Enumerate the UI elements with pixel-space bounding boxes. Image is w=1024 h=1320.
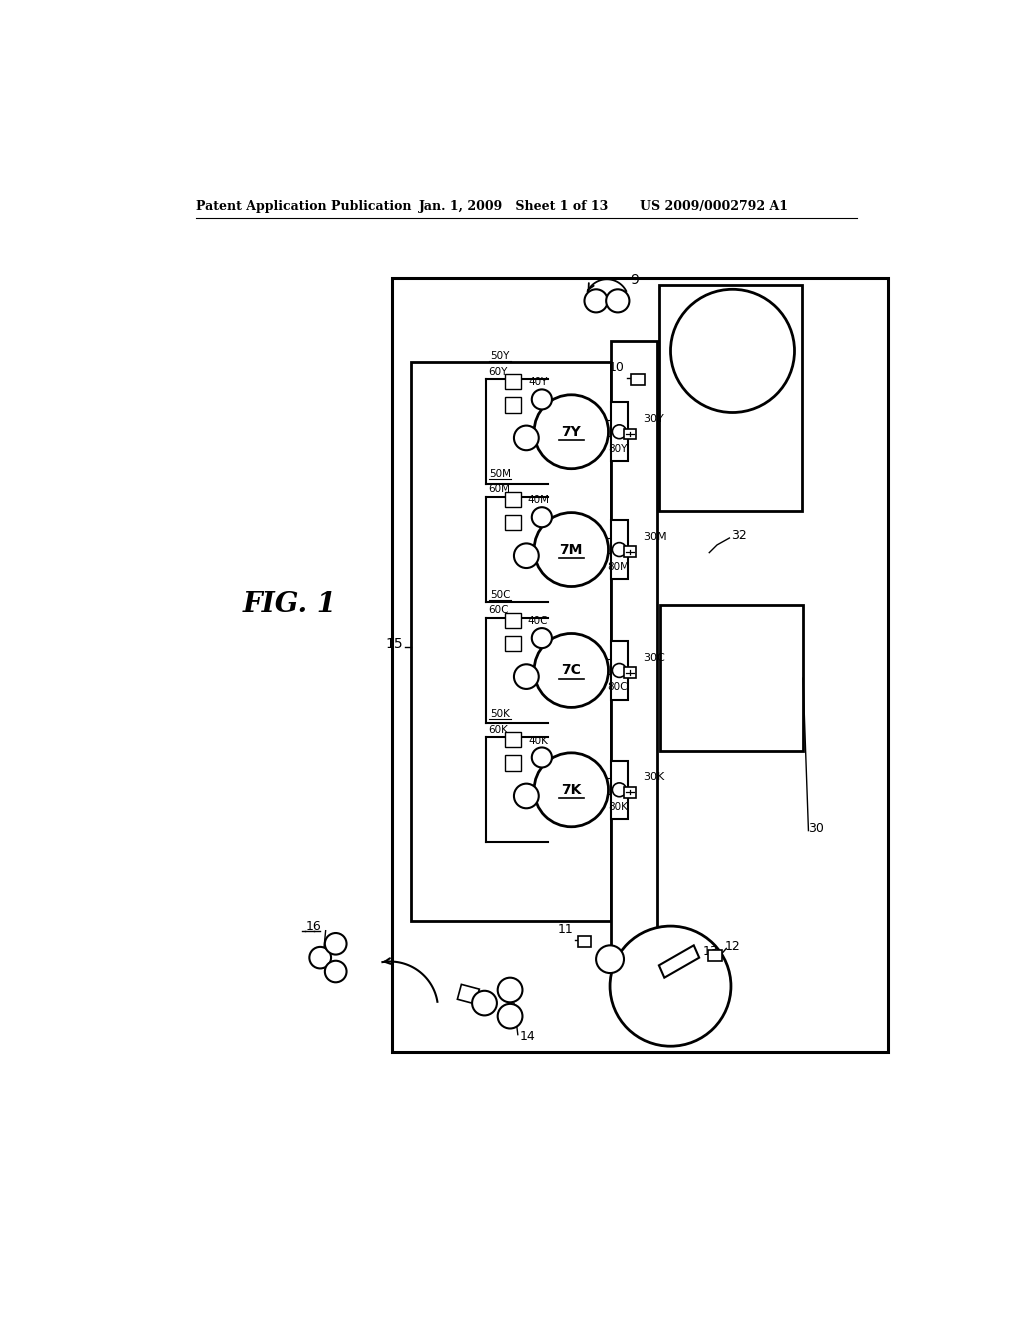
Text: 60C: 60C [488,606,509,615]
Bar [658,285,802,511]
Text: 40Y: 40Y [528,378,548,388]
Bar [624,668,636,678]
Circle shape [671,289,795,413]
Circle shape [585,289,607,313]
Bar [611,341,657,978]
Text: 60M: 60M [488,484,510,495]
Bar [506,374,521,389]
Text: 32: 32 [731,529,746,543]
Text: 50M: 50M [489,469,511,479]
Bar [624,546,636,557]
Bar [458,985,479,1005]
Text: 30: 30 [809,822,824,834]
Text: US 2009/0002792 A1: US 2009/0002792 A1 [640,199,787,213]
Text: 80C: 80C [607,682,628,693]
Circle shape [535,634,608,708]
Circle shape [612,664,627,677]
Text: 30K: 30K [643,772,665,783]
Text: 80M: 80M [607,561,629,572]
Circle shape [531,507,552,527]
Circle shape [531,628,552,648]
Circle shape [535,512,608,586]
Circle shape [309,946,331,969]
Text: FIG. 1: FIG. 1 [243,591,337,619]
Text: 7M: 7M [559,543,583,557]
Bar [611,403,628,461]
Bar [659,605,803,751]
Bar [506,733,521,747]
Text: 15: 15 [385,636,403,651]
Text: 60K: 60K [488,725,508,735]
Circle shape [514,425,539,450]
Bar [506,755,521,771]
Bar [506,612,521,628]
Circle shape [325,933,346,954]
Circle shape [531,747,552,767]
Bar [611,642,628,700]
Polygon shape [658,945,699,978]
Text: 50C: 50C [489,590,510,601]
Text: 10: 10 [609,362,625,375]
Text: 30Y: 30Y [643,414,665,425]
Text: Patent Application Publication: Patent Application Publication [197,199,412,213]
Text: 50K: 50K [490,709,510,719]
Text: 30C: 30C [643,653,666,663]
Circle shape [612,425,627,438]
Circle shape [606,289,630,313]
Circle shape [535,752,608,826]
Circle shape [498,1005,522,1028]
Text: 7K: 7K [561,783,582,797]
Text: 40M: 40M [527,495,549,506]
Bar [708,950,722,961]
Bar [506,397,521,412]
Circle shape [514,664,539,689]
Text: 7Y: 7Y [561,425,582,438]
Bar [631,374,645,385]
Text: 30M: 30M [643,532,667,543]
Circle shape [531,389,552,409]
Text: 40C: 40C [527,616,548,626]
Circle shape [535,395,608,469]
Text: 80Y: 80Y [608,444,628,454]
Bar [611,760,628,818]
Bar [506,492,521,507]
Circle shape [612,783,627,797]
Circle shape [472,991,497,1015]
Text: 12: 12 [725,940,740,953]
Text: 40K: 40K [528,735,548,746]
Bar [411,363,611,921]
Bar [506,515,521,531]
Circle shape [596,945,624,973]
Text: 7C: 7C [561,664,582,677]
Text: 9: 9 [630,273,639,286]
Text: 80K: 80K [608,801,628,812]
Text: 11: 11 [558,924,573,936]
Text: Jan. 1, 2009   Sheet 1 of 13: Jan. 1, 2009 Sheet 1 of 13 [419,199,609,213]
Text: 50Y: 50Y [490,351,510,362]
Circle shape [514,784,539,808]
Circle shape [514,544,539,568]
Circle shape [610,927,731,1047]
Text: 14: 14 [519,1030,536,1043]
Bar [624,429,636,440]
Bar [611,520,628,579]
Circle shape [498,978,522,1002]
Bar [391,277,888,1052]
Text: 16: 16 [306,920,322,933]
Text: 60Y: 60Y [488,367,508,376]
Bar [578,936,592,946]
Circle shape [325,961,346,982]
Circle shape [612,543,627,557]
Bar [506,636,521,651]
Text: 13: 13 [703,945,719,958]
Bar [624,787,636,797]
